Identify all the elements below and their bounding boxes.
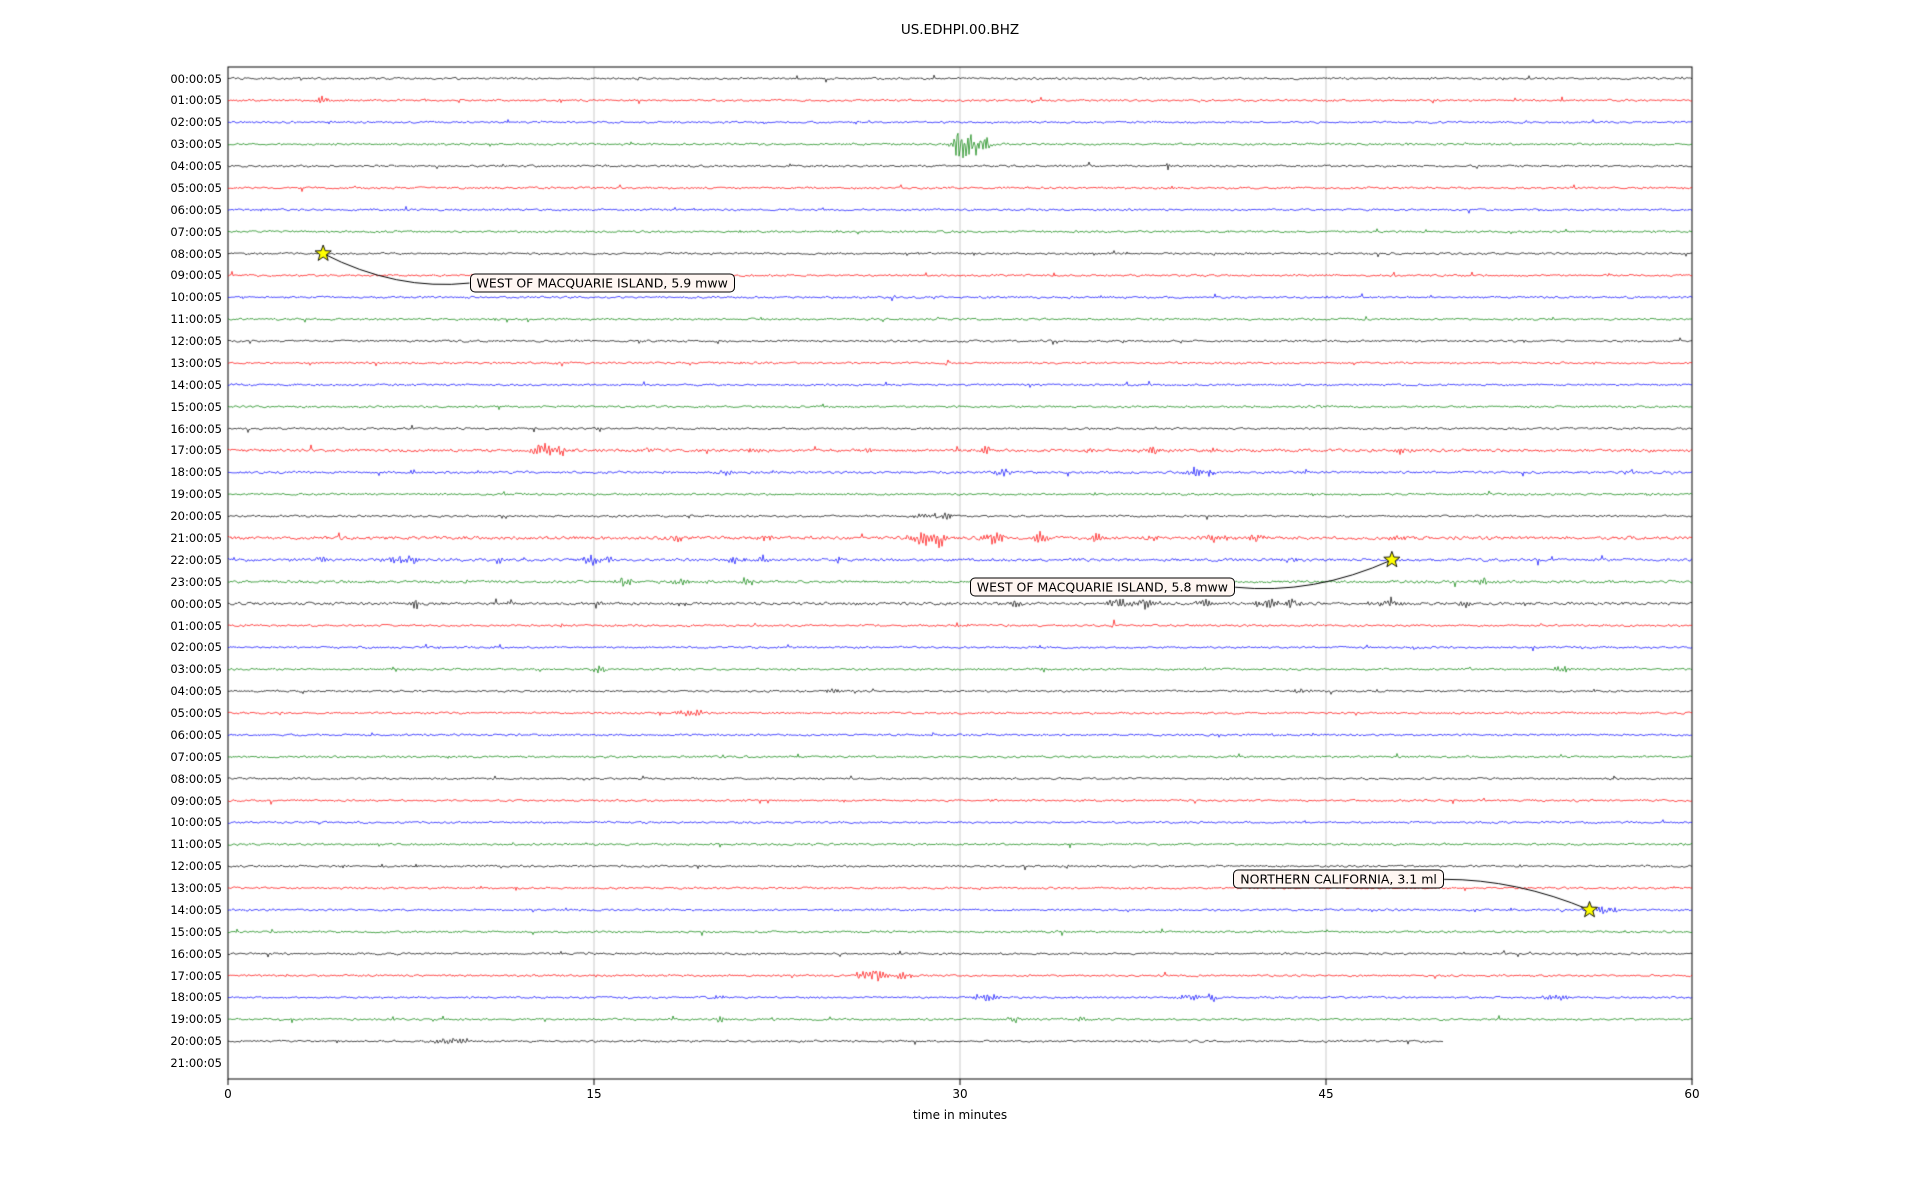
row-label: 07:00:05 xyxy=(170,749,222,764)
row-label: 17:00:05 xyxy=(170,443,222,458)
row-label: 12:00:05 xyxy=(170,334,222,349)
row-label: 11:00:05 xyxy=(170,837,222,852)
row-label: 21:00:05 xyxy=(170,530,222,545)
row-label: 20:00:05 xyxy=(170,509,222,524)
row-label: 01:00:05 xyxy=(170,93,222,108)
row-label: 15:00:05 xyxy=(170,924,222,939)
row-label: 02:00:05 xyxy=(170,640,222,655)
row-label: 04:00:05 xyxy=(170,684,222,699)
x-tick-label: 45 xyxy=(1318,1087,1334,1101)
row-label: 18:00:05 xyxy=(170,990,222,1005)
row-label: 02:00:05 xyxy=(170,115,222,130)
row-label: 04:00:05 xyxy=(170,159,222,174)
event-annotation: WEST OF MACQUARIE ISLAND, 5.9 mww xyxy=(469,273,735,293)
row-label: 03:00:05 xyxy=(170,662,222,677)
row-label: 08:00:05 xyxy=(170,246,222,261)
row-label: 11:00:05 xyxy=(170,312,222,327)
row-label: 06:00:05 xyxy=(170,202,222,217)
row-label: 10:00:05 xyxy=(170,290,222,305)
row-label: 23:00:05 xyxy=(170,574,222,589)
row-label: 19:00:05 xyxy=(170,487,222,502)
x-tick-label: 15 xyxy=(586,1087,602,1101)
row-label: 18:00:05 xyxy=(170,465,222,480)
x-axis-label: time in minutes xyxy=(912,1108,1008,1122)
row-label: 00:00:05 xyxy=(170,71,222,86)
row-label: 15:00:05 xyxy=(170,399,222,414)
row-label: 00:00:05 xyxy=(170,596,222,611)
row-label: 16:00:05 xyxy=(170,421,222,436)
x-tick-label: 0 xyxy=(224,1087,232,1101)
row-label: 10:00:05 xyxy=(170,815,222,830)
row-label: 09:00:05 xyxy=(170,793,222,808)
row-label: 05:00:05 xyxy=(170,180,222,195)
row-label: 19:00:05 xyxy=(170,1012,222,1027)
row-label: 16:00:05 xyxy=(170,946,222,961)
row-label: 21:00:05 xyxy=(170,1056,222,1071)
row-label: 01:00:05 xyxy=(170,618,222,633)
row-label: 12:00:05 xyxy=(170,859,222,874)
x-tick-label: 60 xyxy=(1684,1087,1700,1101)
row-label: 14:00:05 xyxy=(170,902,222,917)
row-label: 03:00:05 xyxy=(170,137,222,152)
row-label: 06:00:05 xyxy=(170,727,222,742)
event-annotation: NORTHERN CALIFORNIA, 3.1 ml xyxy=(1233,869,1444,889)
row-label: 08:00:05 xyxy=(170,771,222,786)
row-label: 22:00:05 xyxy=(170,552,222,567)
row-label: 13:00:05 xyxy=(170,881,222,896)
event-annotation: WEST OF MACQUARIE ISLAND, 5.8 mww xyxy=(969,577,1236,597)
row-label: 20:00:05 xyxy=(170,1034,222,1049)
row-label: 07:00:05 xyxy=(170,224,222,239)
row-label: 13:00:05 xyxy=(170,355,222,370)
x-tick-label: 30 xyxy=(952,1087,968,1101)
row-label: 09:00:05 xyxy=(170,268,222,283)
row-label: 05:00:05 xyxy=(170,706,222,721)
row-label: 14:00:05 xyxy=(170,377,222,392)
row-label: 17:00:05 xyxy=(170,968,222,983)
